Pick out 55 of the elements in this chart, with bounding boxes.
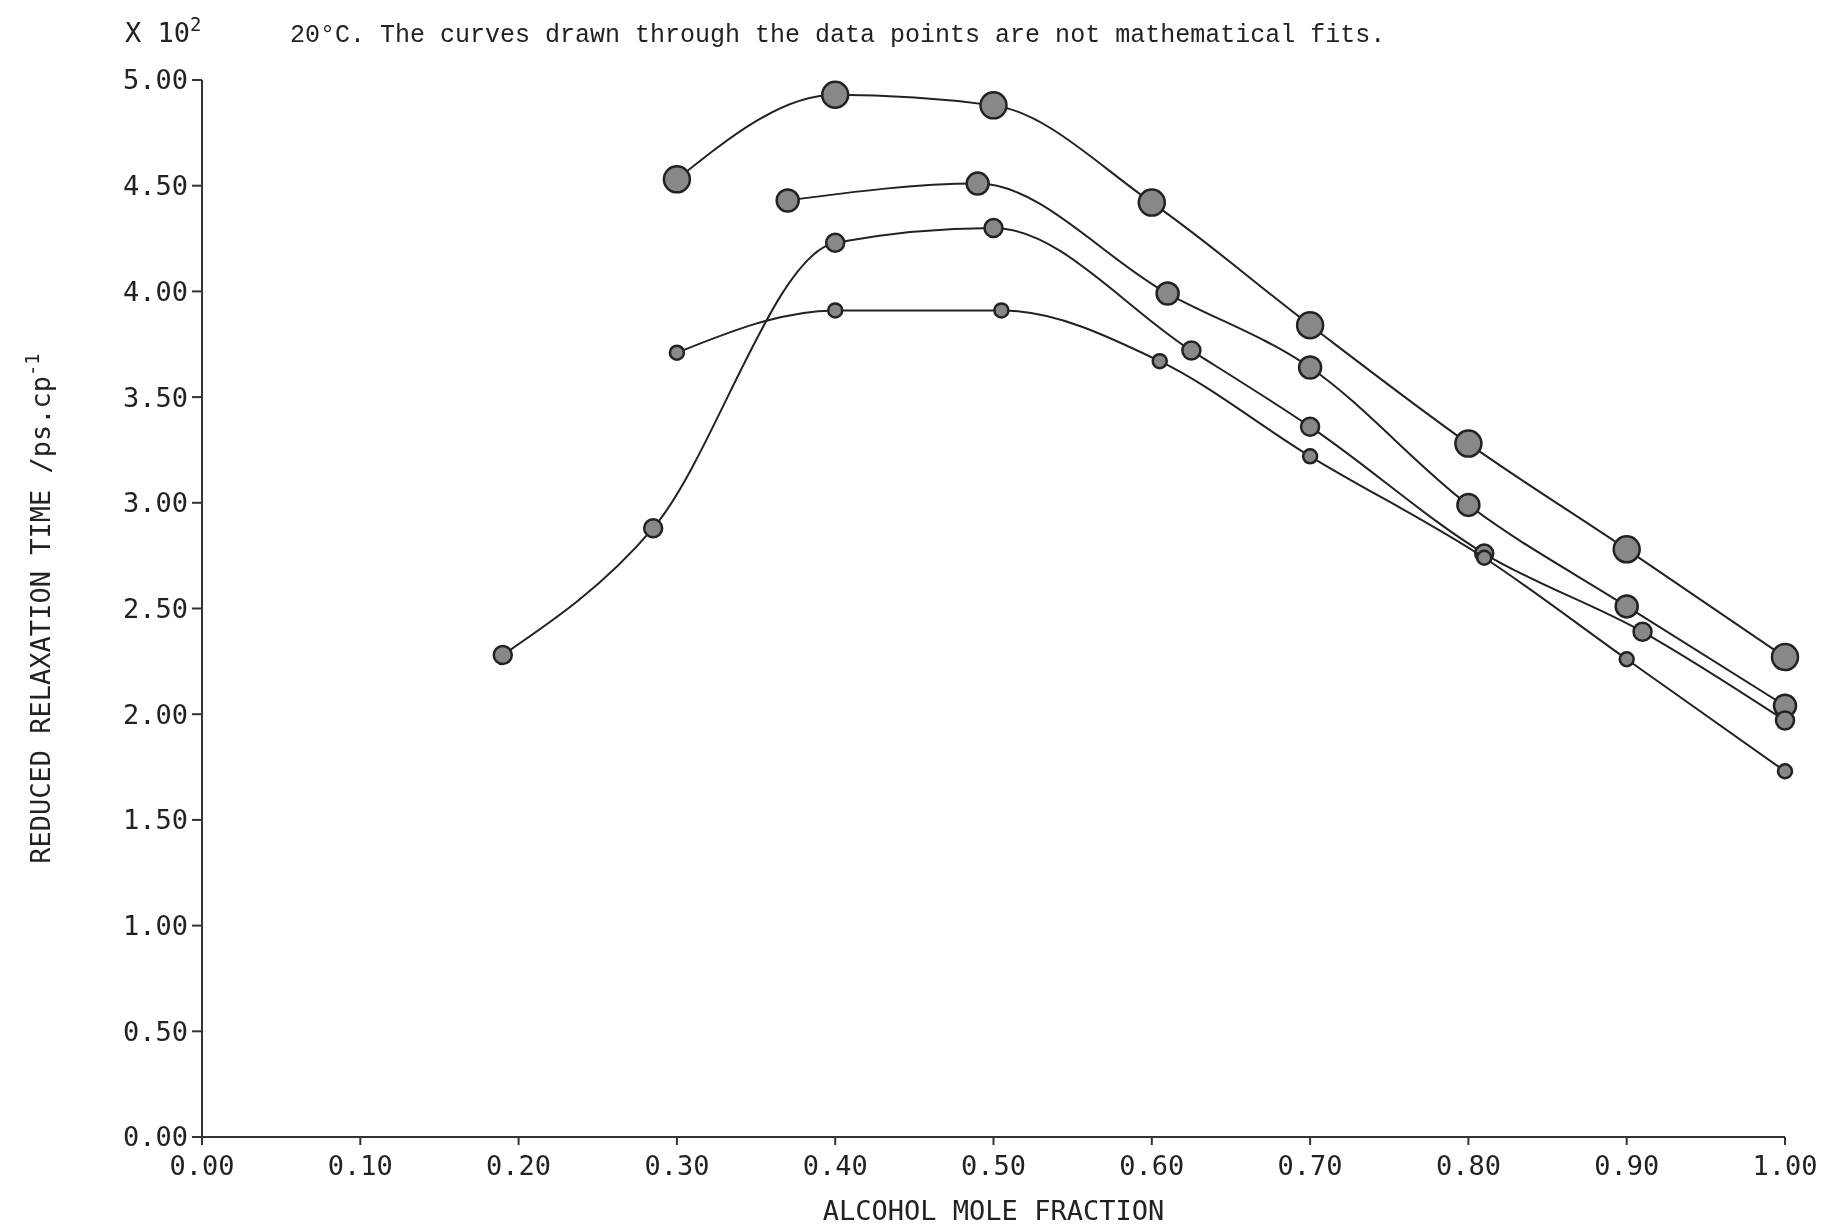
x-tick-label: 0.20	[486, 1150, 552, 1181]
point	[662, 165, 692, 194]
y-tick-label: 0.50	[122, 1015, 188, 1047]
point	[1618, 650, 1635, 668]
x-tick-label: 0.40	[802, 1150, 868, 1181]
y-tick-label: 4.00	[122, 275, 188, 307]
point	[1295, 310, 1325, 340]
y-tick-label: 1.00	[122, 910, 188, 942]
x-tick-label: 0.80	[1435, 1150, 1501, 1181]
text: X 10$^{2}$	[125, 13, 202, 48]
x-tick-label: 0.10	[327, 1150, 393, 1181]
point	[1454, 429, 1483, 458]
point	[1297, 355, 1323, 380]
point	[1632, 621, 1653, 642]
point	[826, 302, 844, 319]
point	[1151, 352, 1168, 370]
point	[1774, 710, 1796, 731]
y-tick-label: 4.50	[122, 170, 188, 202]
y-tick-label: 3.50	[122, 381, 188, 413]
point	[492, 644, 514, 666]
point	[1181, 340, 1202, 361]
x-tick-label: 1.00	[1752, 1150, 1818, 1181]
point	[668, 344, 686, 361]
x-tick-label: 0.00	[169, 1150, 235, 1181]
point	[965, 171, 990, 196]
y-tick-label: 3.00	[122, 487, 188, 519]
point	[993, 302, 1010, 319]
point	[1475, 549, 1493, 567]
point	[642, 517, 664, 539]
x-tick-label: 0.70	[1277, 1150, 1343, 1181]
point	[1776, 763, 1794, 780]
point	[1155, 281, 1180, 306]
y-tick-label: 1.50	[122, 804, 188, 836]
x-axis-title: ALCOHOL MOLE FRACTION	[822, 1195, 1165, 1226]
point	[1612, 535, 1641, 564]
y-tick-label: 2.50	[122, 592, 188, 624]
x-tick-label: 0.30	[644, 1150, 710, 1181]
text: 20°C. The curves drawn through the data points are not mathematical fits.	[290, 21, 1386, 50]
point	[1456, 492, 1481, 518]
point	[775, 188, 800, 213]
y-tick-label: 0.00	[122, 1121, 188, 1153]
point	[1770, 642, 1800, 672]
x-tick-label: 0.90	[1594, 1150, 1660, 1181]
point	[824, 232, 846, 254]
point	[979, 91, 1008, 120]
y-tick-label: 2.00	[122, 698, 188, 730]
point	[1299, 416, 1321, 437]
point	[983, 217, 1004, 239]
point	[820, 80, 850, 110]
y-tick-label: 5.00	[122, 64, 188, 96]
point	[1301, 448, 1319, 465]
x-tick-label: 0.50	[960, 1150, 1027, 1181]
point	[1614, 594, 1639, 619]
x-tick-label: 0.60	[1119, 1150, 1185, 1181]
point	[1137, 188, 1167, 217]
